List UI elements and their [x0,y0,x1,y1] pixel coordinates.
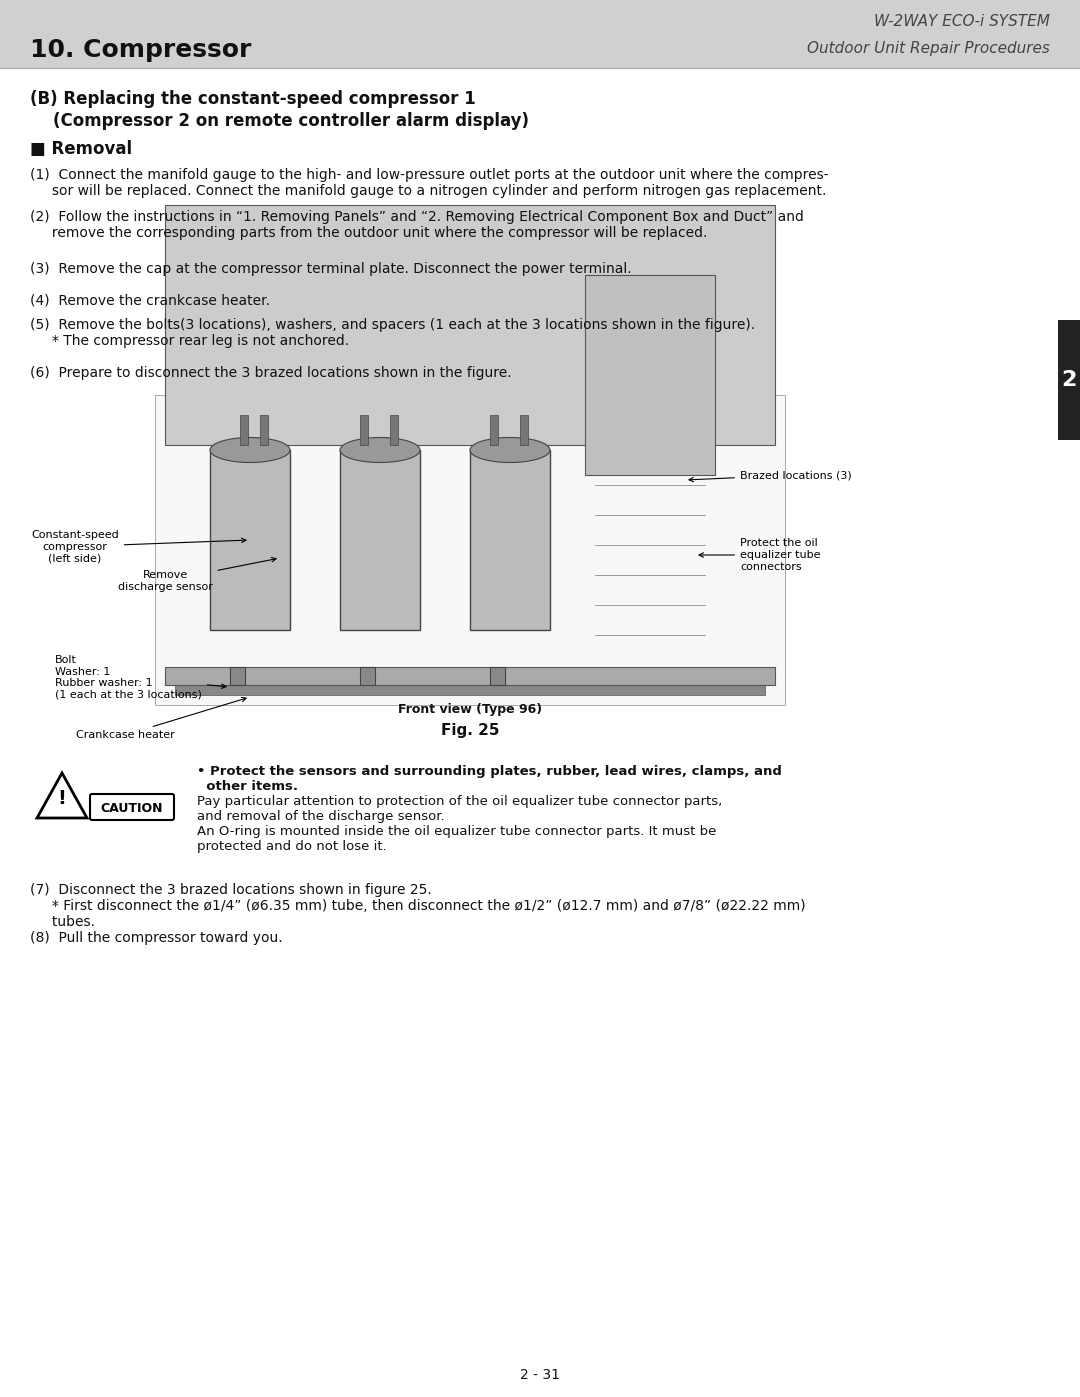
Bar [165,205,775,446]
Bar [240,415,248,446]
Text: !: ! [57,788,67,807]
Text: Outdoor Unit Repair Procedures: Outdoor Unit Repair Procedures [807,41,1050,56]
Bar [490,666,505,685]
Bar [260,415,268,446]
Text: (Compressor 2 on remote controller alarm display): (Compressor 2 on remote controller alarm… [30,112,529,130]
Text: W-2WAY ECO-i SYSTEM: W-2WAY ECO-i SYSTEM [874,14,1050,29]
Text: 10. Compressor: 10. Compressor [30,38,252,61]
Text: 2 - 31: 2 - 31 [519,1368,561,1382]
Text: (1)  Connect the manifold gauge to the high- and low-pressure outlet ports at th: (1) Connect the manifold gauge to the hi… [30,168,828,198]
Text: (6)  Prepare to disconnect the 3 brazed locations shown in the figure.: (6) Prepare to disconnect the 3 brazed l… [30,366,512,380]
Bar [230,666,245,685]
Bar [585,275,715,475]
Bar [175,683,765,694]
Bar [390,415,399,446]
Bar [156,395,785,705]
Text: ■ Removal: ■ Removal [30,140,132,158]
FancyBboxPatch shape [90,793,174,820]
Text: (2)  Follow the instructions in “1. Removing Panels” and “2. Removing Electrical: (2) Follow the instructions in “1. Remov… [30,210,804,240]
Bar [490,415,498,446]
Text: (8)  Pull the compressor toward you.: (8) Pull the compressor toward you. [30,930,283,944]
Text: Bolt
Washer: 1
Rubber washer: 1
(1 each at the 3 locations): Bolt Washer: 1 Rubber washer: 1 (1 each … [55,655,226,700]
Ellipse shape [470,437,550,462]
Text: • Protect the sensors and surrounding plates, rubber, lead wires, clamps, and
  : • Protect the sensors and surrounding pl… [197,766,782,793]
Ellipse shape [210,437,291,462]
Bar [1058,320,1080,440]
Text: Front view (Type 96): Front view (Type 96) [397,703,542,717]
Bar [0,0,1080,68]
Text: Fig. 25: Fig. 25 [441,724,499,738]
Text: Constant-speed
compressor
(left side): Constant-speed compressor (left side) [31,529,246,563]
Text: (3)  Remove the cap at the compressor terminal plate. Disconnect the power termi: (3) Remove the cap at the compressor ter… [30,263,632,277]
Bar [165,666,775,685]
Text: Crankcase heater: Crankcase heater [76,697,246,740]
Text: Remove
discharge sensor: Remove discharge sensor [118,557,276,591]
Text: (7)  Disconnect the 3 brazed locations shown in figure 25.
     * First disconne: (7) Disconnect the 3 brazed locations sh… [30,883,806,929]
Text: CAUTION: CAUTION [100,802,163,814]
Bar [210,450,291,630]
Polygon shape [37,773,87,819]
Bar [360,415,368,446]
Bar [519,415,528,446]
Bar [360,666,375,685]
Ellipse shape [340,437,420,462]
Text: (B) Replacing the constant-speed compressor 1: (B) Replacing the constant-speed compres… [30,89,476,108]
Text: 2: 2 [1062,370,1077,390]
Text: Protect the oil
equalizer tube
connectors: Protect the oil equalizer tube connector… [699,538,821,571]
Bar [340,450,420,630]
Text: (5)  Remove the bolts(3 locations), washers, and spacers (1 each at the 3 locati: (5) Remove the bolts(3 locations), washe… [30,319,755,348]
Text: Pay particular attention to protection of the oil equalizer tube connector parts: Pay particular attention to protection o… [197,795,723,854]
Text: (4)  Remove the crankcase heater.: (4) Remove the crankcase heater. [30,293,270,307]
Text: Brazed locations (3): Brazed locations (3) [689,469,852,482]
Bar [470,450,550,630]
